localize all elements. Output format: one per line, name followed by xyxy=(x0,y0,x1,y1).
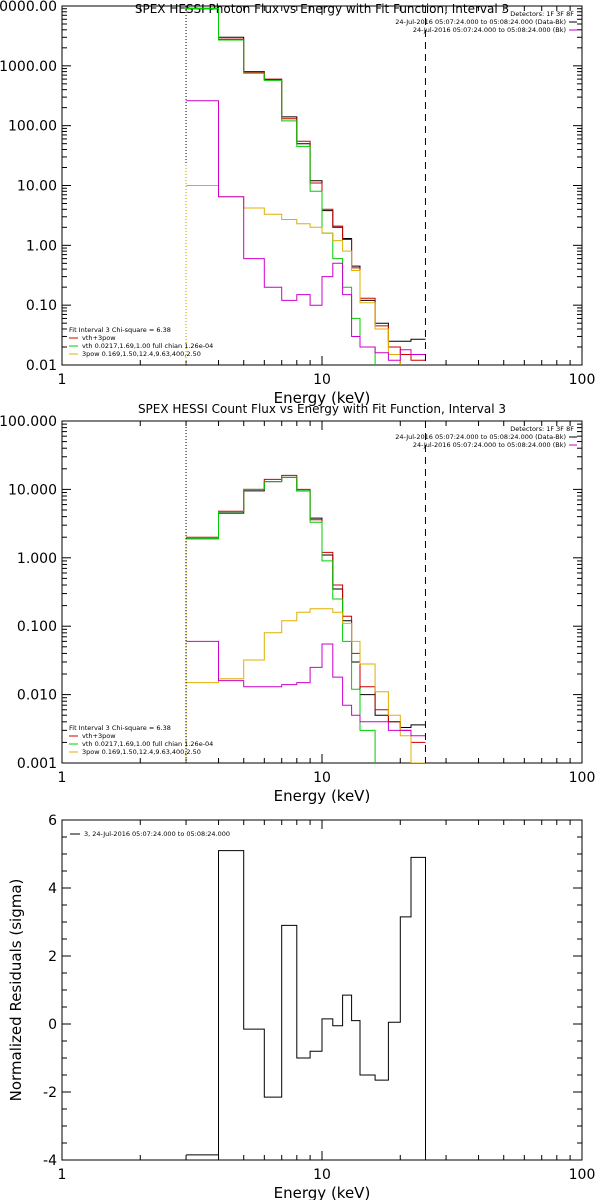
y-tick-label: -4 xyxy=(43,1153,57,1169)
y-tick-label: 1.00 xyxy=(26,238,57,254)
series-line-pow xyxy=(186,608,426,763)
chart-title: SPEX HESSI Count Flux vs Energy with Fit… xyxy=(138,402,506,416)
x-axis-label: Energy (keV) xyxy=(274,389,371,407)
series-line-bkg xyxy=(186,640,426,737)
legend-entry: 3pow 0.169,1.50,12.4,9.63,400,2.50 xyxy=(82,350,201,358)
legend-entry: vth+3pow xyxy=(82,732,116,740)
x-tick-label: 100 xyxy=(569,770,596,786)
x-tick-label: 10 xyxy=(313,1167,331,1183)
y-tick-label: 0.100 xyxy=(17,619,57,635)
legend-bottom-left: Fit Interval 3 Chi-square = 6.38vth+3pow… xyxy=(69,326,213,358)
legend-bkg-entry: 24-Jul-2016 05:07:24.000 to 05:08:24.000… xyxy=(413,26,566,34)
y-tick-label: 0.001 xyxy=(17,756,57,772)
y-tick-label: -2 xyxy=(43,1085,57,1101)
chart-panel-1: SPEX HESSI Photon Flux vs Energy with Fi… xyxy=(0,0,596,407)
legend-data-entry: 24-Jul-2016 05:07:24.000 to 05:08:24.000… xyxy=(395,433,566,441)
legend-bottom-left: Fit Interval 3 Chi-square = 6.38vth+3pow… xyxy=(69,724,213,756)
x-axis-label: Energy (keV) xyxy=(274,1184,371,1200)
x-tick-label: 10 xyxy=(313,372,331,388)
series-line-data xyxy=(186,8,426,342)
series-line-data xyxy=(186,850,426,1160)
y-tick-label: 0.010 xyxy=(17,688,57,704)
x-tick-label: 1 xyxy=(58,372,67,388)
legend-fit-interval: Fit Interval 3 Chi-square = 6.38 xyxy=(69,326,171,334)
y-tick-label: 0.10 xyxy=(26,298,57,314)
series-group xyxy=(186,474,426,763)
legend-entry: vth 0.0217,1.69,1.00 full chian 1.26e-04 xyxy=(82,342,213,350)
x-axis-label: Energy (keV) xyxy=(274,787,371,805)
y-tick-label: 0.01 xyxy=(26,358,57,374)
legend-entry: 3pow 0.169,1.50,12.4,9.63,400,2.50 xyxy=(82,748,201,756)
y-tick-label: 1.000 xyxy=(17,551,57,567)
y-tick-label: 0 xyxy=(48,1017,57,1033)
y-tick-label: 10.000 xyxy=(8,482,57,498)
legend-entry: vth 0.0217,1.69,1.00 full chian 1.26e-04 xyxy=(82,740,213,748)
y-tick-label: 2 xyxy=(48,949,57,965)
legend-bkg-entry: 24-Jul-2016 05:07:24.000 to 05:08:24.000… xyxy=(413,441,566,449)
plot-frame xyxy=(61,420,583,764)
series-line-pow xyxy=(186,185,401,365)
y-tick-label: 4 xyxy=(48,881,57,897)
plot-frame xyxy=(61,819,583,1161)
series-line-vth xyxy=(186,8,376,365)
legend-entry: vth+3pow xyxy=(82,334,116,342)
x-tick-label: 100 xyxy=(569,372,596,388)
series-group xyxy=(186,7,426,365)
series-line-vth_plus_3pow xyxy=(186,7,426,361)
x-tick-label: 10 xyxy=(313,770,331,786)
x-tick-label: 100 xyxy=(569,1167,596,1183)
y-tick-label: 100.00 xyxy=(8,119,57,135)
series-line-vth xyxy=(186,476,376,763)
legend-top-left: 3, 24-Jul-2016 05:07:24.000 to 05:08:24.… xyxy=(70,830,230,838)
legend-detectors: Detectors: 1F 3F 8F xyxy=(510,425,574,433)
legend-detectors: Detectors: 1F 3F 8F xyxy=(510,10,574,18)
legend-data-entry: 24-Jul-2016 05:07:24.000 to 05:08:24.000… xyxy=(395,18,566,26)
y-tick-label: 1000.00 xyxy=(0,59,57,75)
chart-panel-3: 1 10 100 Energy (keV) -4 -2 0 2 4 6 Normalized Res… xyxy=(7,813,595,1200)
chart-panel-2: SPEX HESSI Count Flux vs Energy with Fit… xyxy=(0,402,595,805)
y-tick-label: 10000.00 xyxy=(0,0,57,15)
series-group xyxy=(186,850,426,1160)
y-tick-label: 100.000 xyxy=(0,414,57,430)
legend-entry: 3, 24-Jul-2016 05:07:24.000 to 05:08:24.… xyxy=(84,830,230,838)
y-axis-label: Normalized Residuals (sigma) xyxy=(7,879,25,1102)
series-line-bkg xyxy=(186,100,426,361)
x-tick-label: 1 xyxy=(58,1167,67,1183)
legend-fit-interval: Fit Interval 3 Chi-square = 6.38 xyxy=(69,724,171,732)
series-line-data xyxy=(186,476,426,728)
y-tick-label: 10.00 xyxy=(17,179,57,195)
x-tick-label: 1 xyxy=(58,770,67,786)
series-line-vth_plus_3pow xyxy=(186,474,426,743)
y-tick-label: 6 xyxy=(48,813,57,829)
